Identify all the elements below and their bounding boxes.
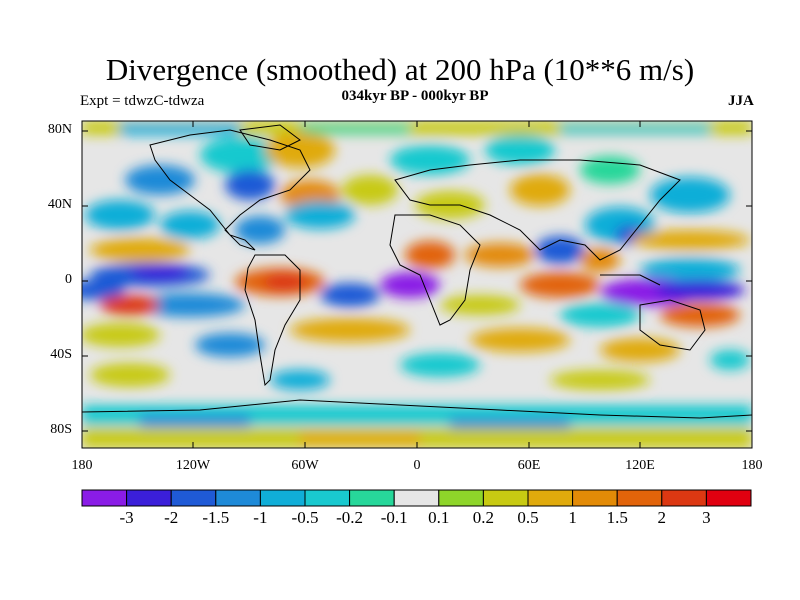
lon-tick-180w: 180 [71,458,93,473]
colorbar-label: -3 [119,508,134,527]
lat-tick-80s: 80S [50,422,72,437]
colorbar-label: -1 [253,508,268,527]
colorbar-label: 2 [657,508,667,527]
colorbar-box [705,489,752,507]
map-title: Divergence (smoothed) at 200 hPa (10**6 … [105,52,695,87]
colorbar-label: -0.2 [336,508,364,527]
lon-tick-60e: 60E [517,458,541,473]
colorbar-box [661,489,707,507]
colorbar-label: 3 [702,508,711,527]
colorbar-box [259,489,306,507]
divergence-field [82,121,752,448]
colorbar-box [170,489,217,507]
lat-tick-40n: 40N [47,197,72,212]
experiment-label: Expt = tdwzC-tdwza [80,93,205,109]
lon-tick-120w: 120W [175,458,211,473]
colorbar-label: -2 [164,508,179,527]
colorbar-label: 0.1 [428,508,450,527]
colorbar-label: 0.5 [517,508,539,527]
colorbar-box [616,489,663,507]
colorbar-box [304,489,351,507]
colorbar-box [81,489,128,507]
lon-tick-60w: 60W [291,458,319,473]
lon-tick-120e: 120E [625,458,655,473]
period-subtitle: 034kyr BP - 000kyr BP [341,88,489,104]
colorbar-box [349,489,395,507]
lat-tick-0: 0 [65,272,72,287]
colorbar-box [438,489,484,507]
colorbar-label: 1.5 [606,508,628,527]
season-label: JJA [728,93,754,109]
colorbar-box [393,489,440,507]
lat-tick-40s: 40S [50,347,72,362]
lon-tick-180e: 180 [741,458,763,473]
colorbar-box [527,489,574,507]
colorbar-box [572,489,618,507]
lon-tick-0: 0 [413,458,421,473]
colorbar-label: 0.2 [472,508,495,527]
colorbar-label: -0.1 [380,508,408,527]
colorbar-box [215,489,261,507]
colorbar-label: -1.5 [202,508,230,527]
lat-tick-80n: 80N [47,122,72,137]
colorbar-label: 1 [568,508,577,527]
axis-ticks [82,121,752,448]
colorbar-box [482,489,529,507]
colorbar-box [126,489,172,507]
coastlines [82,124,752,419]
colorbar-label: -0.5 [291,508,319,527]
